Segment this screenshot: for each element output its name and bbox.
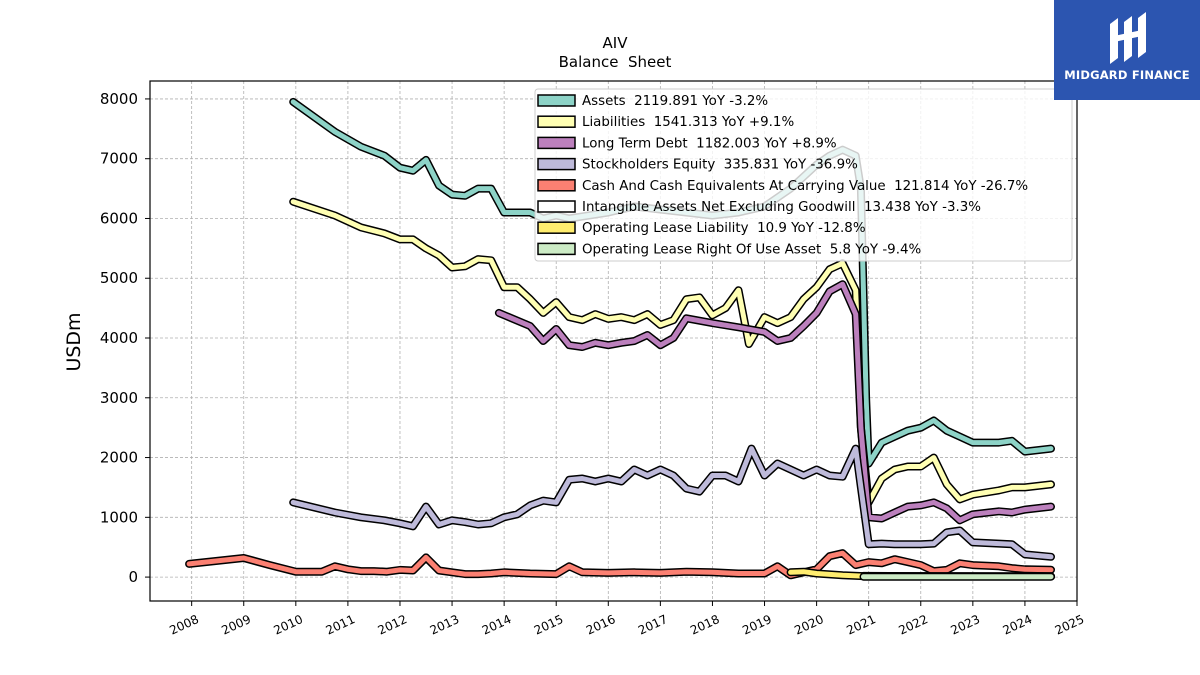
legend-box — [534, 88, 1073, 262]
legend-label: Intangible Assets Net Excluding Goodwill… — [582, 200, 981, 215]
y-tick-label: 4000 — [100, 329, 138, 347]
x-tick-label: 2024 — [1001, 612, 1035, 638]
x-tick-label: 2010 — [271, 612, 305, 638]
x-tick-label: 2020 — [792, 612, 826, 638]
series-line — [290, 446, 1054, 560]
series-4 — [185, 549, 1055, 580]
y-tick-label: 0 — [128, 568, 138, 586]
x-tick-label: 2014 — [480, 612, 514, 638]
logo-text: MIDGARD FINANCE — [1064, 68, 1190, 82]
midgard-finance-logo: MIDGARD FINANCE — [1054, 0, 1200, 100]
legend-label: Operating Lease Right Of Use Asset 5.8 Y… — [582, 242, 921, 257]
x-tick-label: 2023 — [949, 612, 983, 638]
legend-label: Cash And Cash Equivalents At Carrying Va… — [582, 179, 1028, 194]
legend-swatch — [537, 157, 576, 171]
legend-label: Liabilities 1541.313 YoY +9.1% — [582, 115, 794, 130]
y-tick-label: 8000 — [100, 90, 138, 108]
chart-title: AIV — [603, 34, 629, 52]
x-tick-label: 2018 — [688, 612, 722, 638]
series-1 — [289, 197, 1055, 507]
y-tick-label: 2000 — [100, 449, 138, 467]
series-line — [496, 281, 1054, 523]
y-tick-label: 3000 — [100, 389, 138, 407]
y-tick-label: 7000 — [100, 150, 138, 168]
x-tick-label: 2016 — [584, 612, 618, 638]
y-tick-label: 5000 — [100, 269, 138, 287]
legend-swatch — [537, 115, 576, 128]
x-tick-label: 2008 — [167, 612, 201, 638]
y-tick-label: 1000 — [100, 508, 138, 526]
series-3 — [289, 444, 1055, 561]
x-tick-label: 2021 — [844, 612, 878, 638]
x-tick-label: 2022 — [896, 612, 930, 638]
chart-subtitle: Balance Sheet — [559, 53, 672, 71]
legend-label: Assets 2119.891 YoY -3.2% — [582, 94, 768, 109]
x-tick-label: 2015 — [532, 612, 566, 638]
y-axis-label: USDm — [63, 312, 85, 371]
y-tick-label: 6000 — [100, 209, 138, 227]
legend-swatch — [537, 242, 576, 256]
series-2 — [494, 280, 1055, 525]
x-tick-label: 2019 — [740, 612, 774, 638]
legend-label: Long Term Debt 1182.003 YoY +8.9% — [582, 136, 837, 151]
legend-swatch — [537, 136, 576, 150]
x-tick-label: 2017 — [636, 612, 670, 638]
x-tick-label: 2011 — [324, 612, 358, 638]
x-tick-label: 2013 — [428, 612, 462, 638]
x-tick-label: 2009 — [219, 612, 253, 638]
legend-label: Stockholders Equity 335.831 YoY -36.9% — [582, 158, 858, 173]
x-tick-label: 2025 — [1053, 612, 1087, 638]
x-tick-label: 2012 — [376, 612, 410, 638]
legend-swatch — [537, 200, 576, 213]
logo-emblem-icon — [1110, 12, 1146, 64]
series-line — [290, 199, 1054, 505]
series-line — [186, 550, 1054, 578]
legend: Assets 2119.891 YoY -3.2% Liabilities 154… — [534, 88, 1073, 262]
legend-swatch — [537, 179, 576, 192]
legend-swatch — [537, 221, 576, 234]
legend-label: Operating Lease Liability 10.9 YoY -12.8… — [582, 221, 866, 236]
plot-frame — [149, 80, 1078, 602]
legend-swatch — [537, 94, 576, 107]
